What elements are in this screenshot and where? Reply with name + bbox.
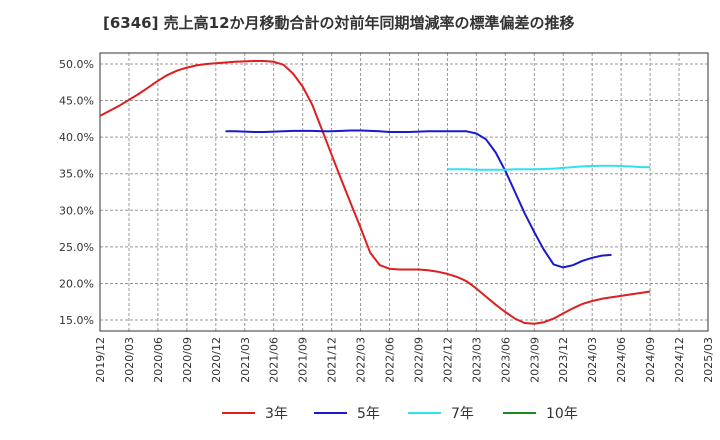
y-tick-label: 40.0% bbox=[59, 131, 94, 144]
legend-label: 5年 bbox=[357, 406, 380, 422]
y-tick-label: 35.0% bbox=[59, 168, 94, 181]
x-tick-label: 2022/06 bbox=[384, 337, 397, 383]
legend-label: 3年 bbox=[265, 406, 288, 422]
plot-frame bbox=[99, 52, 709, 332]
x-tick-label: 2024/12 bbox=[673, 337, 686, 383]
series-line-3年 bbox=[99, 60, 651, 325]
x-tick-label: 2020/03 bbox=[123, 337, 136, 383]
legend-label: 10年 bbox=[546, 406, 578, 422]
plot-area bbox=[100, 53, 708, 331]
x-tick-label: 2021/03 bbox=[239, 337, 252, 383]
series-line-5年 bbox=[225, 129, 612, 269]
x-tick-label: 2023/03 bbox=[470, 337, 483, 383]
x-tick-label: 2021/12 bbox=[326, 337, 339, 383]
y-tick-label: 15.0% bbox=[59, 314, 94, 327]
x-tick-label: 2021/09 bbox=[297, 337, 310, 383]
x-tick-label: 2023/09 bbox=[528, 337, 541, 383]
x-tick-label: 2020/06 bbox=[152, 337, 165, 383]
x-tick-label: 2025/03 bbox=[702, 337, 715, 383]
y-tick-label: 20.0% bbox=[59, 277, 94, 290]
x-tick-label: 2020/09 bbox=[181, 337, 194, 383]
y-tick-label: 25.0% bbox=[59, 241, 94, 254]
x-tick-label: 2022/12 bbox=[441, 337, 454, 383]
x-tick-label: 2021/06 bbox=[268, 337, 281, 383]
y-tick-label: 50.0% bbox=[59, 58, 94, 71]
series-line-7年 bbox=[447, 164, 651, 171]
x-tick-label: 2024/03 bbox=[586, 337, 599, 383]
x-tick-label: 2023/12 bbox=[557, 337, 570, 383]
legend-label: 7年 bbox=[451, 406, 474, 422]
x-tick-label: 2020/12 bbox=[210, 337, 223, 383]
chart-title: [6346] 売上高12か月移動合計の対前年同期増減率の標準偏差の推移 bbox=[103, 14, 575, 32]
x-tick-label: 2023/06 bbox=[499, 337, 512, 383]
x-tick-label: 2022/03 bbox=[355, 337, 368, 383]
x-tick-label: 2022/09 bbox=[412, 337, 425, 383]
x-tick-label: 2019/12 bbox=[94, 337, 107, 383]
y-tick-label: 45.0% bbox=[59, 95, 94, 108]
x-tick-label: 2024/09 bbox=[644, 337, 657, 383]
x-tick-label: 2024/06 bbox=[615, 337, 628, 383]
y-tick-label: 30.0% bbox=[59, 204, 94, 217]
